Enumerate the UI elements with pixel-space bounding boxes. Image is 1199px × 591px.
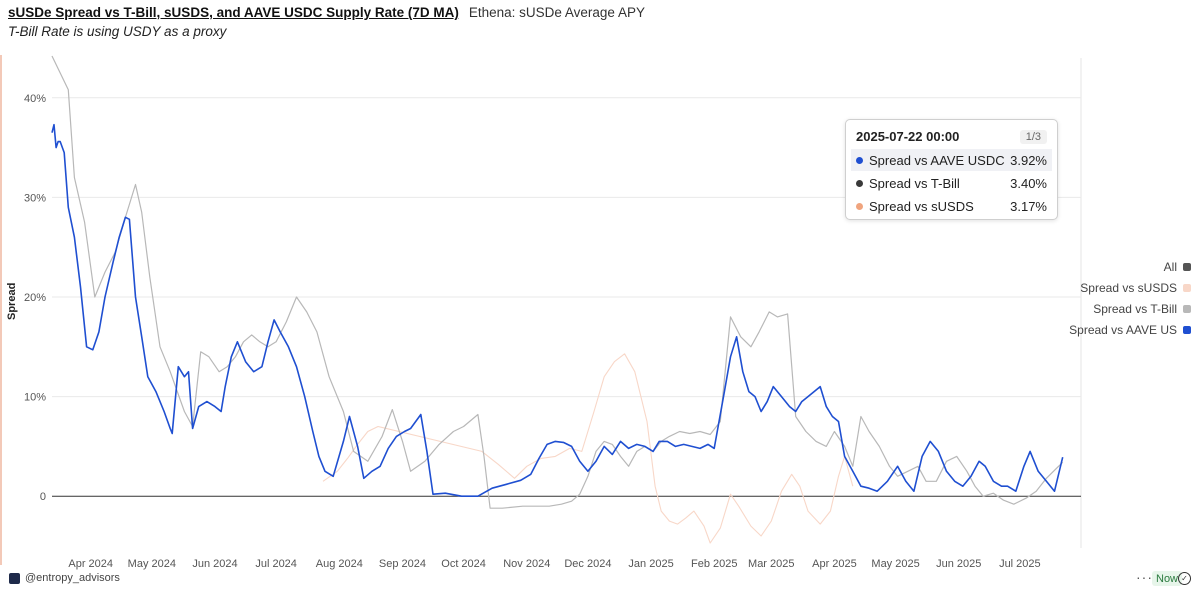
tooltip-series-value: 3.17% <box>1010 198 1047 214</box>
x-tick-label: Jul 2025 <box>999 558 1041 570</box>
chart-title[interactable]: sUSDe Spread vs T-Bill, sUSDS, and AAVE … <box>8 5 459 20</box>
y-tick-label: 20% <box>24 292 46 304</box>
chart-header: sUSDe Spread vs T-Bill, sUSDS, and AAVE … <box>8 5 645 25</box>
tooltip-dot-aave <box>856 156 863 164</box>
legend-label: Spread vs T-Bill <box>1093 301 1177 316</box>
series-line-tbill <box>51 55 1064 509</box>
tooltip-dot-susds <box>856 202 863 210</box>
tooltip-row-aave: Spread vs AAVE USDC 3.92% <box>851 149 1052 171</box>
x-tick-label: Apr 2025 <box>812 558 857 570</box>
x-tick-label: May 2024 <box>128 558 176 570</box>
tooltip-row-tbill: Spread vs T-Bill 3.40% <box>851 172 1052 194</box>
legend-swatch <box>1183 283 1191 292</box>
entropy-logo-icon <box>9 573 20 584</box>
footer-handle[interactable]: @entropy_advisors <box>25 572 120 584</box>
x-tick-label: Jun 2024 <box>192 558 237 570</box>
legend-label: All <box>1163 259 1177 274</box>
tooltip-series-name: Spread vs T-Bill <box>869 175 960 191</box>
x-tick-label: Aug 2024 <box>316 558 363 570</box>
y-tick-label: 40% <box>24 93 46 105</box>
legend-label: Spread vs AAVE US <box>1069 322 1177 337</box>
tooltip-date: 2025-07-22 00:00 <box>856 129 960 144</box>
y-tick-label: 0 <box>40 491 46 503</box>
legend-swatch <box>1183 325 1191 334</box>
chart-subtitle: T-Bill Rate is using USDY as a proxy <box>8 24 227 39</box>
refresh-status-badge: Now <box>1152 571 1183 586</box>
x-tick-label: Mar 2025 <box>748 558 794 570</box>
chart-tooltip: 2025-07-22 00:00 1/3 Spread vs AAVE USDC… <box>845 119 1058 220</box>
legend-item-all[interactable]: All <box>1031 256 1191 277</box>
legend-swatch <box>1183 304 1191 313</box>
x-tick-label: Jul 2024 <box>255 558 297 570</box>
tooltip-series-name: Spread vs sUSDS <box>869 198 974 214</box>
tooltip-series-value: 3.92% <box>1010 152 1047 168</box>
tooltip-page-indicator[interactable]: 1/3 <box>1019 129 1047 144</box>
chart-source: Ethena: sUSDe Average APY <box>468 5 645 20</box>
chart-legend: All Spread vs sUSDS Spread vs T-Bill Spr… <box>1031 256 1191 340</box>
legend-item-susds[interactable]: Spread vs sUSDS <box>1031 277 1191 298</box>
x-tick-label: Dec 2024 <box>564 558 611 570</box>
legend-item-aave[interactable]: Spread vs AAVE US <box>1031 319 1191 340</box>
x-tick-label: Apr 2024 <box>68 558 113 570</box>
y-tick-label: 30% <box>24 192 46 204</box>
tooltip-dot-tbill <box>856 179 863 187</box>
tooltip-row-susds: Spread vs sUSDS 3.17% <box>851 195 1052 217</box>
x-tick-label: Nov 2024 <box>503 558 550 570</box>
tooltip-series-name: Spread vs AAVE USDC <box>869 152 1005 168</box>
more-options-icon[interactable]: ··· <box>1136 569 1153 585</box>
x-tick-label: May 2025 <box>871 558 919 570</box>
y-axis-title: Spread <box>6 282 18 320</box>
left-edge-accent <box>0 55 2 565</box>
legend-swatch <box>1183 262 1191 271</box>
x-tick-label: Jun 2025 <box>936 558 981 570</box>
x-tick-label: Oct 2024 <box>441 558 486 570</box>
tooltip-series-value: 3.40% <box>1010 175 1047 191</box>
series-line-susds <box>322 353 854 544</box>
legend-label: Spread vs sUSDS <box>1080 280 1177 295</box>
check-circle-icon: ✓ <box>1178 572 1191 585</box>
legend-item-tbill[interactable]: Spread vs T-Bill <box>1031 298 1191 319</box>
x-tick-label: Sep 2024 <box>379 558 426 570</box>
y-tick-label: 10% <box>24 392 46 404</box>
x-tick-label: Jan 2025 <box>628 558 673 570</box>
x-tick-label: Feb 2025 <box>691 558 737 570</box>
series-line-aave <box>51 123 1064 497</box>
